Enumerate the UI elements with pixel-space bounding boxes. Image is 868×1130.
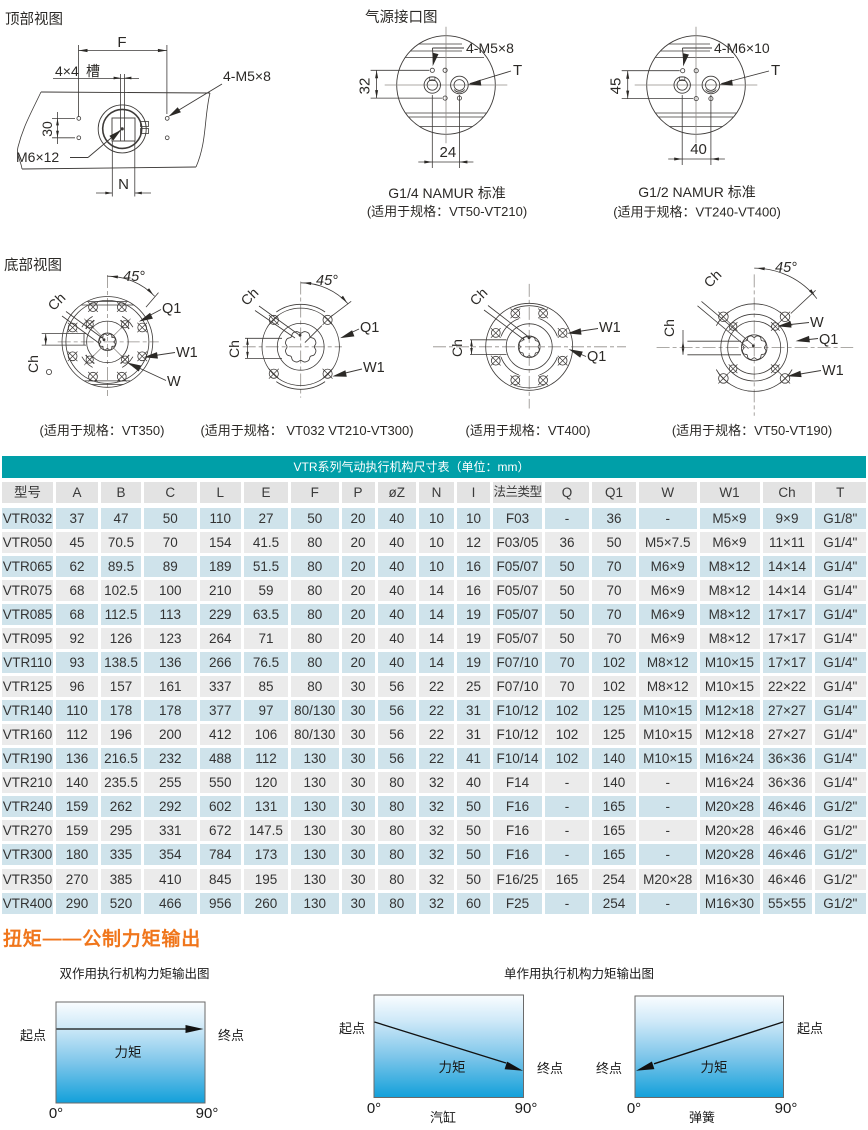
svg-text:30: 30 — [39, 121, 55, 137]
svg-text:Ch: Ch — [226, 340, 242, 358]
svg-text:终点: 终点 — [218, 1028, 244, 1043]
svg-text:40: 40 — [690, 141, 707, 158]
svg-text:单作用执行机构力矩输出图: 单作用执行机构力矩输出图 — [504, 966, 654, 981]
svg-text:终点: 终点 — [596, 1061, 622, 1076]
svg-text:Q1: Q1 — [162, 301, 181, 317]
svg-text:Q1: Q1 — [360, 320, 379, 336]
svg-text:顶部视图: 顶部视图 — [5, 11, 63, 28]
svg-text:90°: 90° — [775, 1100, 798, 1117]
svg-text:(适用于规格： VT032 VT210-VT300): (适用于规格： VT032 VT210-VT300) — [200, 423, 413, 438]
svg-text:32: 32 — [357, 78, 374, 95]
svg-text:(适用于规格：VT240-VT400): (适用于规格：VT240-VT400) — [613, 205, 781, 220]
svg-text:T: T — [513, 62, 522, 79]
svg-text:(适用于规格：VT350): (适用于规格：VT350) — [40, 423, 165, 438]
svg-text:T: T — [771, 62, 780, 79]
svg-text:45: 45 — [608, 78, 625, 95]
svg-text:G1/2 NAMUR 标准: G1/2 NAMUR 标准 — [638, 184, 755, 200]
svg-text:力矩: 力矩 — [439, 1060, 466, 1075]
svg-text:W1: W1 — [363, 360, 385, 376]
svg-text:4×4: 4×4 — [55, 63, 79, 79]
svg-text:0°: 0° — [367, 1100, 381, 1117]
svg-text:槽: 槽 — [86, 63, 100, 79]
svg-text:Ch: Ch — [700, 266, 724, 290]
svg-text:(适用于规格：VT50-VT190): (适用于规格：VT50-VT190) — [672, 423, 832, 438]
svg-text:(适用于规格：VT50-VT210): (适用于规格：VT50-VT210) — [367, 204, 527, 219]
svg-text:终点: 终点 — [537, 1061, 563, 1076]
svg-text:M6×12: M6×12 — [16, 149, 59, 165]
svg-text:4-M5×8: 4-M5×8 — [223, 68, 271, 84]
svg-text:W: W — [167, 374, 181, 390]
svg-text:0°: 0° — [627, 1100, 641, 1117]
svg-text:弹簧: 弹簧 — [689, 1110, 715, 1125]
svg-text:90°: 90° — [196, 1105, 219, 1122]
svg-text:力矩: 力矩 — [115, 1045, 142, 1060]
svg-text:Q1: Q1 — [587, 349, 606, 365]
svg-text:力矩: 力矩 — [701, 1060, 728, 1075]
svg-text:4-M6×10: 4-M6×10 — [714, 40, 770, 56]
svg-text:Ch: Ch — [25, 355, 41, 373]
svg-text:起点: 起点 — [339, 1021, 365, 1036]
svg-text:W1: W1 — [822, 363, 844, 379]
svg-text:90°: 90° — [515, 1100, 538, 1117]
svg-text:Ch: Ch — [449, 339, 465, 357]
svg-text:W1: W1 — [176, 345, 198, 361]
svg-text:45°: 45° — [316, 273, 338, 289]
svg-text:45°: 45° — [123, 269, 145, 285]
svg-text:Ch: Ch — [466, 284, 490, 308]
svg-text:Q1: Q1 — [819, 332, 838, 348]
svg-text:起点: 起点 — [797, 1021, 823, 1036]
svg-text:Ch: Ch — [237, 284, 261, 308]
svg-text:45°: 45° — [775, 260, 797, 276]
svg-text:(适用于规格：VT400): (适用于规格：VT400) — [466, 423, 591, 438]
svg-text:起点: 起点 — [20, 1028, 46, 1043]
svg-text:W1: W1 — [599, 320, 621, 336]
svg-text:4-M5×8: 4-M5×8 — [466, 40, 514, 56]
svg-text:Ch: Ch — [44, 289, 68, 313]
svg-text:N: N — [118, 176, 129, 193]
svg-text:F: F — [117, 34, 126, 51]
svg-text:0°: 0° — [49, 1105, 63, 1122]
svg-text:底部视图: 底部视图 — [4, 257, 62, 274]
svg-text:G1/4 NAMUR 标准: G1/4 NAMUR 标准 — [388, 185, 505, 201]
svg-text:汽缸: 汽缸 — [430, 1110, 456, 1125]
svg-text:双作用执行机构力矩输出图: 双作用执行机构力矩输出图 — [59, 966, 209, 981]
svg-text:Ch: Ch — [661, 319, 677, 337]
svg-text:24: 24 — [440, 144, 457, 161]
svg-text:气源接口图: 气源接口图 — [365, 9, 438, 26]
svg-text:W: W — [810, 315, 824, 331]
